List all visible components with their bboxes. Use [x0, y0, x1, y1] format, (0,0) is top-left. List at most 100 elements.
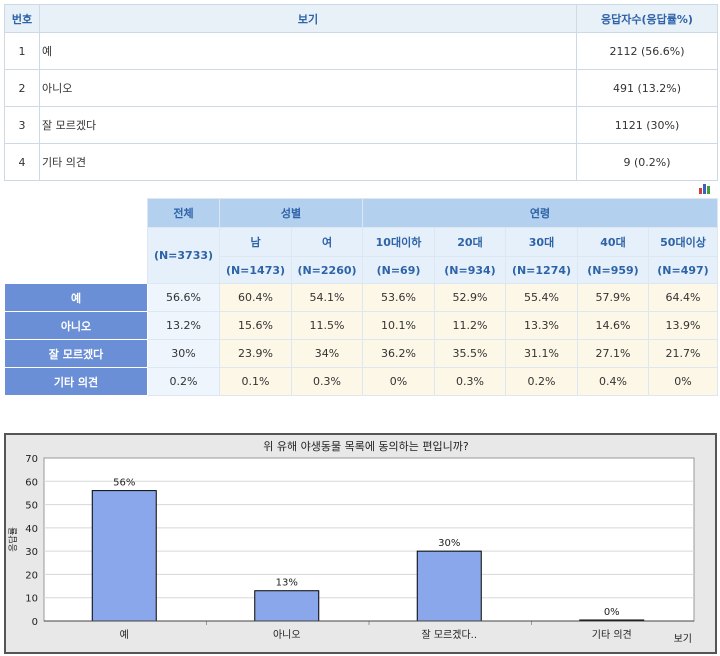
subgroup-label: 30대: [505, 227, 578, 257]
value-cell: 57.9%: [577, 283, 649, 312]
row-label: 잘 모르겠다: [4, 339, 148, 368]
y-tick-label: 30: [25, 547, 38, 558]
row-option: 아니오: [39, 69, 577, 107]
header-age: 연령: [362, 198, 718, 228]
y-tick-label: 50: [25, 501, 38, 512]
subgroup-label: 남: [219, 227, 292, 257]
value-cell: 30%: [147, 339, 220, 368]
value-cell: 10.1%: [362, 311, 435, 340]
value-cell: 36.2%: [362, 339, 435, 368]
value-cell: 53.6%: [362, 283, 435, 312]
value-cell: 31.1%: [505, 339, 578, 368]
x-tick-label: 잘 모르겠다..: [421, 629, 477, 641]
row-count: 2112 (56.6%): [576, 32, 718, 70]
cross-row: 아니오 13.2% 15.6% 11.5% 10.1% 11.2% 13.3% 14.6% 13…: [4, 311, 718, 340]
value-cell: 11.5%: [291, 311, 363, 340]
x-tick-label: 예: [120, 629, 129, 641]
cross-table: 전체 성별 연령 (N=3733) 남 여 10대이하 20대 30대 40대 …: [4, 198, 718, 396]
value-cell: 35.5%: [434, 339, 506, 368]
value-cell: 54.1%: [291, 283, 363, 312]
row-no: 2: [4, 69, 40, 107]
value-cell: 0.2%: [505, 367, 578, 396]
subgroup-label: 10대이하: [362, 227, 435, 257]
subgroup-label: 40대: [577, 227, 649, 257]
subgroup-n: (N=497): [648, 256, 718, 284]
value-cell: 13.2%: [147, 311, 220, 340]
subgroup-n: (N=69): [362, 256, 435, 284]
subgroup-n-row: (N=1473) (N=2260) (N=69) (N=934) (N=1274…: [5, 256, 718, 284]
group-header-row: 전체 성별 연령: [4, 198, 718, 284]
header-count: 응답자수(응답률%): [576, 4, 718, 33]
data-label: 30%: [438, 538, 460, 549]
header-no: 번호: [4, 4, 40, 33]
value-cell: 0.3%: [434, 367, 506, 396]
row-label: 기타 의견: [4, 367, 148, 396]
bar: [416, 550, 482, 622]
value-cell: 55.4%: [505, 283, 578, 312]
bar-chart-svg: 0 10 20 30 40 50 60 70 위 유해 야생동물 목록에 동의하는 편입니까? 응…: [7, 439, 695, 645]
value-cell: 0%: [362, 367, 435, 396]
subgroup-n: (N=934): [434, 256, 506, 284]
value-cell: 0.4%: [577, 367, 649, 396]
y-tick-label: 40: [25, 524, 38, 535]
row-no: 3: [4, 106, 40, 144]
value-cell: 21.7%: [648, 339, 718, 368]
subgroup-n: (N=1473): [219, 256, 292, 284]
row-label: 아니오: [4, 311, 148, 340]
x-axis-label: 보기: [674, 633, 692, 645]
value-cell: 52.9%: [434, 283, 506, 312]
value-cell: 0.3%: [291, 367, 363, 396]
row-no: 1: [4, 32, 40, 70]
value-cell: 60.4%: [219, 283, 292, 312]
x-tick-label: 기타 의견: [592, 629, 632, 641]
cross-table-body: 예 56.6% 60.4% 54.1% 53.6% 52.9% 55.4% 57.9% 64.4…: [4, 283, 718, 396]
value-cell: 64.4%: [648, 283, 718, 312]
response-chart: 0 10 20 30 40 50 60 70 위 유해 야생동물 목록에 동의하는 편입니까? 응…: [4, 433, 717, 654]
cross-row: 잘 모르겠다 30% 23.9% 34% 36.2% 35.5% 31.1% 27.1% 21.…: [4, 339, 718, 368]
y-tick-label: 0: [32, 617, 38, 628]
summary-table: 번호 보기 응답자수(응답률%) 1 예 2112 (56.6%) 2 아니오 …: [4, 4, 718, 181]
row-label: 예: [4, 283, 148, 312]
summary-header-row: 번호 보기 응답자수(응답률%): [4, 4, 718, 33]
corner-blank: [4, 198, 148, 284]
value-cell: 14.6%: [577, 311, 649, 340]
subgroup-n: (N=959): [577, 256, 649, 284]
subgroup-header-row: (N=3733) 남 여 10대이하 20대 30대 40대 50대이상: [5, 227, 718, 284]
header-option: 보기: [39, 4, 577, 33]
row-no: 4: [4, 143, 40, 181]
value-cell: 23.9%: [219, 339, 292, 368]
value-cell: 15.6%: [219, 311, 292, 340]
cross-row: 기타 의견 0.2% 0.1% 0.3% 0% 0.3% 0.2% 0.4% 0%: [4, 367, 718, 396]
row-option: 잘 모르겠다: [39, 106, 577, 144]
bar: [254, 590, 320, 622]
row-option: 기타 의견: [39, 143, 577, 181]
row-count: 1121 (30%): [576, 106, 718, 144]
header-total: 전체: [147, 198, 220, 228]
row-count: 491 (13.2%): [576, 69, 718, 107]
y-tick-label: 70: [25, 454, 38, 465]
summary-row: 3 잘 모르겠다 1121 (30%): [4, 106, 718, 144]
subgroup-n: (N=2260): [291, 256, 363, 284]
bar: [91, 490, 157, 622]
value-cell: 11.2%: [434, 311, 506, 340]
summary-row: 1 예 2112 (56.6%): [4, 32, 718, 70]
subgroup-n: (N=1274): [505, 256, 578, 284]
data-label: 56%: [113, 478, 135, 489]
data-label: 0%: [604, 607, 620, 618]
y-tick-label: 10: [25, 594, 38, 605]
value-cell: 56.6%: [147, 283, 220, 312]
summary-row: 4 기타 의견 9 (0.2%): [4, 143, 718, 181]
subgroup-label: 여: [291, 227, 363, 257]
subgroup-label: 20대: [434, 227, 506, 257]
value-cell: 0.2%: [147, 367, 220, 396]
value-cell: 13.9%: [648, 311, 718, 340]
data-label: 13%: [276, 578, 298, 589]
chart-title: 위 유해 야생동물 목록에 동의하는 편입니까?: [263, 439, 469, 453]
value-cell: 13.3%: [505, 311, 578, 340]
total-n: (N=3733): [147, 227, 220, 284]
subgroup-label: 50대이상: [648, 227, 718, 257]
summary-row: 2 아니오 491 (13.2%): [4, 69, 718, 107]
bar-chart-icon[interactable]: [698, 182, 712, 194]
y-axis-label: 응답률: [7, 527, 19, 552]
value-cell: 0.1%: [219, 367, 292, 396]
